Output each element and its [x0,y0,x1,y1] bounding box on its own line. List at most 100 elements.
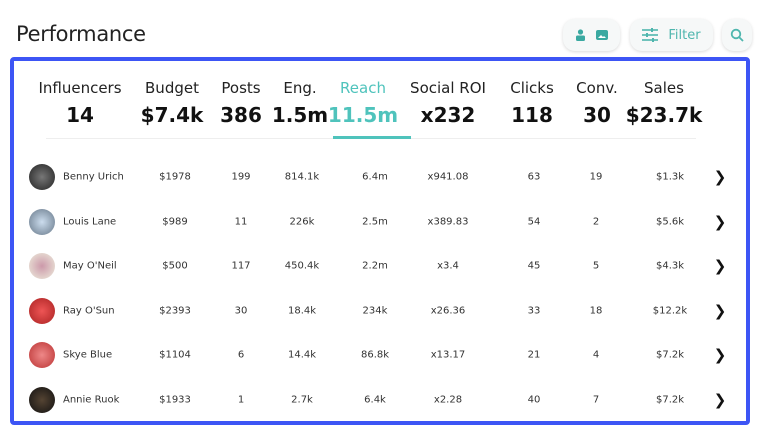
avatar [29,253,55,280]
stat-tab-social-roi[interactable]: Social ROI x232 [410,79,486,127]
cell-posts: 1 [237,394,245,406]
cell-eng: 450.4k [284,260,320,272]
cell-roi: x26.36 [430,305,466,317]
stat-tab-clicks[interactable]: Clicks 118 [510,79,554,127]
cell-sales: $4.3k [655,260,685,272]
cell-sales: $7.2k [655,349,685,361]
cell-budget: $1933 [159,394,191,406]
cell-eng: 226k [289,216,315,228]
cell-roi: x3.4 [437,260,459,272]
cell-roi: x13.17 [430,349,466,361]
cell-reach: 2.5m [362,216,388,228]
stat-value: 386 [220,103,262,127]
cell-clicks: 33 [527,305,541,317]
cell-budget: $1104 [159,349,191,361]
table-row[interactable]: Ray O'Sun $2393 30 18.4k 234k x26.36 33 18 $12.2… [14,291,746,331]
table-row[interactable]: Skye Blue $1104 6 14.4k 86.8k x13.17 21 4 $7.2k ❯ [14,335,746,375]
influencer-name: Louis Lane [63,216,117,228]
cell-roi: x389.83 [427,216,469,228]
cell-roi: x941.08 [427,171,469,183]
stat-value: x232 [420,103,476,127]
active-tab-indicator [333,136,411,139]
cell-clicks: 45 [527,260,541,272]
cell-clicks: 54 [527,216,541,228]
stat-tab-budget[interactable]: Budget $7.4k [141,79,204,127]
stat-tab-reach[interactable]: Reach 11.5m [328,79,398,127]
avatar [29,208,55,235]
chevron-right-icon[interactable]: ❯ [713,257,727,276]
page-title: Performance [16,22,146,46]
cell-reach: 6.4k [364,394,386,406]
stat-value: $7.4k [140,103,204,127]
influencer-name: May O'Neil [63,260,117,272]
chevron-right-icon[interactable]: ❯ [713,212,727,231]
cell-conv: 18 [589,305,603,317]
cell-sales: $7.2k [655,394,685,406]
stat-tab-eng[interactable]: Eng. 1.5m [272,79,328,127]
search-button[interactable] [722,19,752,51]
stat-value: 118 [511,103,553,127]
influencer-name: Ray O'Sun [63,305,115,317]
person-icon [576,29,585,41]
stat-label: Social ROI [410,79,486,97]
cell-clicks: 40 [527,394,541,406]
cell-budget: $1978 [159,171,191,183]
cell-posts: 30 [234,305,248,317]
influencer-name: Annie Ruok [63,394,120,406]
table-row[interactable]: Louis Lane $989 11 226k 2.5m x389.83 54 2 $5.6k ❯ [14,202,746,242]
cell-reach: 234k [362,305,388,317]
chevron-right-icon[interactable]: ❯ [713,168,727,186]
cell-eng: 814.1k [284,171,320,183]
cell-conv: 4 [592,349,600,361]
table-row[interactable]: Annie Ruok $1933 1 2.7k 6.4k x2.28 40 7 $7.2k ❯ [14,380,746,420]
performance-table: Influencers 14 Budget $7.4k Posts 386 Eng. 1.5m… [10,57,750,425]
cell-sales: $12.2k [652,305,688,317]
stat-tab-sales[interactable]: Sales $23.7k [626,79,703,127]
table-row[interactable]: Benny Urich $1978 199 814.1k 6.4m x941.08 63 19… [14,157,746,197]
sliders-icon [642,28,659,42]
chevron-right-icon[interactable]: ❯ [713,391,727,409]
image-icon [596,30,608,40]
stat-label: Reach [340,79,386,97]
cell-sales: $1.3k [655,171,685,183]
avatar [29,342,55,369]
stat-label: Posts [221,79,261,97]
cell-posts: 117 [231,260,251,272]
filter-button[interactable]: Filter [630,19,713,51]
stat-label: Influencers [38,79,122,97]
cell-clicks: 21 [527,349,541,361]
avatar [29,297,55,324]
cell-clicks: 63 [527,171,541,183]
cell-posts: 6 [237,349,245,361]
stat-value: $23.7k [625,103,703,127]
cell-sales: $5.6k [655,216,685,228]
stat-value: 30 [583,103,611,127]
cell-budget: $989 [162,216,188,228]
stat-label: Sales [644,79,684,97]
view-toggle-button[interactable] [563,19,620,51]
chevron-right-icon[interactable]: ❯ [713,301,727,320]
chevron-right-icon[interactable]: ❯ [713,346,727,365]
stat-tab-influencers[interactable]: Influencers 14 [38,79,121,127]
stat-label: Conv. [576,79,618,97]
stat-value: 1.5m [271,103,329,127]
cell-conv: 19 [589,171,603,183]
cell-reach: 2.2m [362,260,388,272]
cell-eng: 14.4k [287,349,317,361]
cell-posts: 11 [234,216,248,228]
stat-tab-conv[interactable]: Conv. 30 [576,79,618,127]
stat-label: Clicks [510,79,554,97]
cell-budget: $2393 [159,305,191,317]
stat-tab-posts[interactable]: Posts 386 [220,79,262,127]
stat-value: 11.5m [327,103,399,127]
influencer-name: Benny Urich [63,171,124,183]
avatar [29,387,55,413]
cell-roi: x2.28 [433,394,463,406]
table-row[interactable]: May O'Neil $500 117 450.4k 2.2m x3.4 45 5 $4.3k ❯ [14,246,746,286]
stat-label: Eng. [283,79,317,97]
cell-reach: 6.4m [362,171,388,183]
cell-conv: 7 [592,394,600,406]
cell-posts: 199 [231,171,251,183]
cell-budget: $500 [162,260,188,272]
cell-reach: 86.8k [360,349,390,361]
